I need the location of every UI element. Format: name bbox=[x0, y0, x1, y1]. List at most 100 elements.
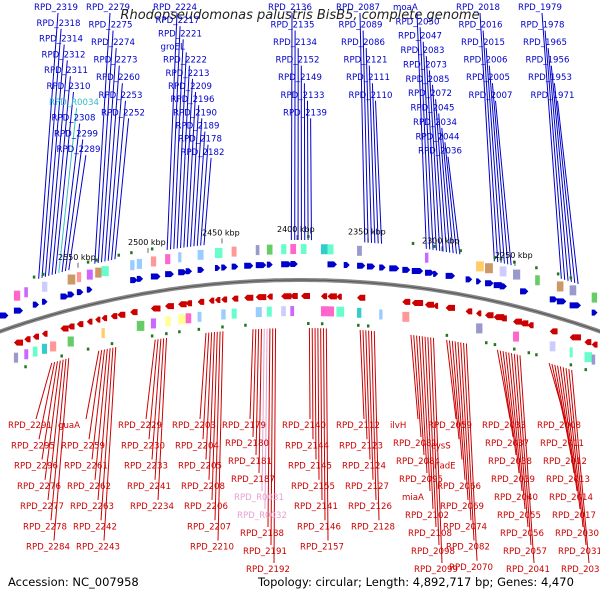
reverse-connector bbox=[151, 338, 162, 460]
track-marker bbox=[95, 258, 98, 262]
track-marker bbox=[411, 241, 415, 245]
forward-connector bbox=[64, 139, 84, 272]
kbp-tick-label: 2450 kbp bbox=[202, 228, 240, 237]
reverse-gene-label: RPD_2059 bbox=[428, 421, 472, 431]
track-marker bbox=[32, 275, 36, 279]
reverse-connector bbox=[557, 365, 575, 474]
reverse-connector bbox=[85, 350, 100, 420]
forward-connector bbox=[447, 156, 461, 255]
forward-cog-block bbox=[357, 245, 362, 256]
reverse-gene-label: RPD_2127 bbox=[345, 482, 389, 492]
forward-gene-arrow bbox=[0, 312, 9, 319]
forward-cog-block bbox=[281, 244, 287, 255]
reverse-cog-block bbox=[41, 343, 47, 354]
reverse-connector bbox=[465, 343, 478, 561]
track-marker bbox=[197, 327, 201, 331]
track-marker bbox=[320, 322, 324, 326]
reverse-connector bbox=[502, 351, 517, 456]
forward-gene-label: RPD_2085 bbox=[406, 75, 450, 85]
reverse-gene-label: RPD_2099 bbox=[414, 565, 458, 575]
track-marker bbox=[307, 322, 310, 326]
reverse-gene-arrow bbox=[130, 309, 138, 316]
reverse-gene-label: RPD_2098 bbox=[411, 547, 455, 557]
forward-gene-arrow bbox=[231, 263, 239, 270]
forward-gene-label: RPD_2189 bbox=[176, 122, 220, 132]
reverse-gene-label: RPD_2205 bbox=[178, 462, 222, 472]
reverse-gene-label: RPD_2066 bbox=[437, 482, 481, 492]
forward-connector bbox=[485, 48, 502, 263]
forward-gene-label: RPD_2072 bbox=[408, 89, 452, 99]
reverse-connector bbox=[463, 342, 475, 541]
reverse-gene-label: RPD_2233 bbox=[124, 462, 168, 472]
reverse-connector bbox=[264, 328, 268, 510]
forward-gene-label: RPD_2190 bbox=[173, 108, 217, 118]
reverse-connector bbox=[511, 353, 526, 510]
forward-gene-label: RPD_2139 bbox=[283, 108, 327, 118]
reverse-gene-label: RPD_2031 bbox=[558, 547, 600, 557]
reverse-gene-label: guaA bbox=[58, 421, 80, 431]
track-marker bbox=[178, 330, 181, 334]
reverse-connector bbox=[261, 328, 265, 492]
forward-gene-label: RPD_1979 bbox=[518, 3, 562, 13]
forward-cog-block bbox=[95, 267, 102, 278]
forward-connector bbox=[375, 100, 383, 244]
forward-gene-arrow bbox=[569, 302, 581, 309]
reverse-connector bbox=[100, 347, 114, 521]
reverse-gene-label: RPD_2032 bbox=[561, 565, 600, 575]
reverse-connector bbox=[50, 358, 67, 521]
track-marker bbox=[165, 332, 168, 336]
reverse-connector bbox=[103, 347, 117, 541]
forward-gene-label: RPD_2273 bbox=[94, 56, 138, 66]
forward-connector bbox=[166, 12, 178, 250]
forward-connector bbox=[307, 100, 309, 241]
reverse-gene-label: RPD_2179 bbox=[222, 421, 266, 431]
forward-gene-arrow bbox=[357, 262, 366, 269]
forward-connector bbox=[183, 78, 193, 248]
reverse-gene-label: RPD_2191 bbox=[243, 547, 287, 557]
reverse-connector bbox=[47, 359, 64, 501]
reverse-cog-block bbox=[476, 323, 483, 334]
forward-cog-block bbox=[485, 263, 493, 274]
forward-gene-label: moaA bbox=[393, 3, 418, 13]
forward-cog-block bbox=[476, 261, 484, 272]
forward-cog-block bbox=[255, 245, 260, 256]
forward-cog-block bbox=[535, 275, 540, 286]
forward-connector bbox=[435, 99, 447, 253]
forward-connector bbox=[61, 123, 81, 273]
reverse-gene-arrow bbox=[527, 322, 534, 329]
reverse-connector bbox=[325, 328, 329, 541]
reverse-gene-arrow bbox=[214, 297, 221, 304]
reverse-gene-label: RPD_2017 bbox=[552, 511, 596, 521]
reverse-gene-label: RPD_2126 bbox=[348, 502, 392, 512]
track-marker bbox=[357, 323, 360, 327]
reverse-gene-label: RPD_2291 bbox=[8, 421, 52, 431]
reverse-gene-label: RPD_2146 bbox=[297, 522, 341, 532]
reverse-cog-block bbox=[32, 346, 38, 357]
forward-gene-label: RPD_2018 bbox=[456, 3, 500, 13]
reverse-gene-arrow bbox=[76, 321, 84, 328]
reverse-connector bbox=[508, 352, 523, 492]
reverse-gene-label: miaA bbox=[402, 493, 424, 503]
forward-cog-block bbox=[424, 252, 429, 263]
reverse-gene-label: RPD_2234 bbox=[130, 502, 174, 512]
forward-cog-block bbox=[178, 252, 182, 263]
forward-connector bbox=[422, 41, 434, 250]
forward-gene-arrow bbox=[424, 269, 434, 276]
reverse-gene-arrow bbox=[221, 296, 228, 303]
reverse-connector bbox=[505, 351, 520, 474]
map-title: Rhodopseudomonas palustris BisB5, comple… bbox=[120, 8, 480, 23]
track-marker bbox=[41, 272, 45, 276]
forward-connector bbox=[488, 65, 505, 264]
reverse-gene-arrow bbox=[60, 325, 69, 332]
reverse-gene-label: RPD_2276 bbox=[17, 482, 61, 492]
forward-gene-arrow bbox=[130, 277, 138, 284]
reverse-gene-label: RPD_2033 bbox=[482, 421, 526, 431]
forward-gene-label: RPD_1953 bbox=[528, 73, 572, 83]
forward-gene-label: RPD_2274 bbox=[91, 38, 135, 48]
forward-gene-label: RPD_2314 bbox=[39, 35, 83, 45]
reverse-connector bbox=[519, 355, 535, 564]
forward-cog-block bbox=[130, 260, 135, 271]
reverse-connector bbox=[368, 330, 374, 480]
track-marker bbox=[459, 249, 462, 253]
